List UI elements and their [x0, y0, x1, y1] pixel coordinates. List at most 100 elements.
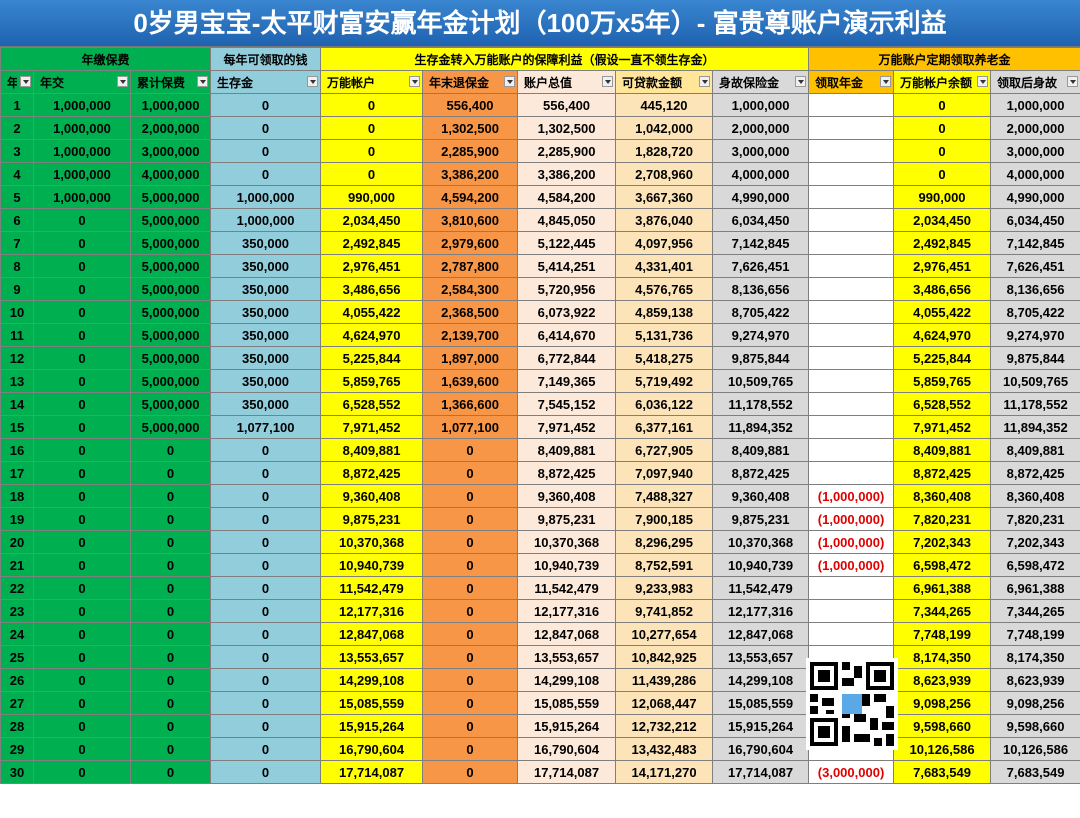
- column-header: 生存金: [210, 70, 322, 94]
- filter-button[interactable]: [795, 76, 807, 87]
- filter-button[interactable]: [409, 76, 421, 87]
- cell: 1,000,000: [33, 116, 131, 140]
- cell: 2,979,600: [422, 231, 519, 255]
- cell: 2,787,800: [422, 254, 519, 278]
- column-header: 万能帐户: [320, 70, 424, 94]
- data-row: 17 0 0 0 8,872,425 0 8,872,425 7,097,940 8,872,4…: [0, 461, 1080, 485]
- cell: 0: [422, 599, 519, 623]
- cell: 0: [210, 714, 322, 738]
- cell: 9,875,231: [712, 507, 810, 531]
- cell: 4,055,422: [893, 300, 992, 324]
- cell: 8,136,656: [712, 277, 810, 301]
- filter-button[interactable]: [307, 76, 319, 87]
- cell: 15,915,264: [712, 714, 810, 738]
- cell: 0: [210, 645, 322, 669]
- cell: 2,976,451: [320, 254, 424, 278]
- cell: 0: [33, 461, 131, 485]
- cell: 4,576,765: [615, 277, 714, 301]
- cell: 2,034,450: [893, 208, 992, 232]
- cell: 0: [129, 668, 212, 692]
- cell: 12,847,068: [517, 622, 617, 646]
- cell: 2,492,845: [320, 231, 424, 255]
- cell: 3,486,656: [320, 277, 424, 301]
- cell: [808, 208, 895, 232]
- cell: 1,366,600: [422, 392, 519, 416]
- cell: 10,940,739: [517, 553, 617, 577]
- cell: 0: [33, 576, 131, 600]
- data-row: 12 0 5,000,000 350,000 5,225,844 1,897,000 6,7…: [0, 346, 1080, 370]
- cell: 8,872,425: [320, 461, 424, 485]
- cell: 4,000,000: [129, 162, 212, 186]
- cell: 6,598,472: [990, 553, 1080, 577]
- cell: 0: [33, 300, 131, 324]
- filter-button[interactable]: [699, 76, 711, 87]
- data-row: 20 0 0 0 10,370,368 0 10,370,368 8,296,295 10,37…: [0, 530, 1080, 554]
- cell: 14,299,108: [320, 668, 424, 692]
- group-header: 万能账户定期领取养老金: [808, 47, 1080, 71]
- filter-button[interactable]: [504, 76, 516, 87]
- column-header: 身故保险金: [712, 70, 810, 94]
- cell: 9,875,844: [712, 346, 810, 370]
- cell: 1,000,000: [210, 185, 322, 209]
- column-header: 年交: [33, 70, 131, 94]
- group-header-row: 年缴保费 每年可领取的钱 生存金转入万能账户的保障利益（假设一直不领生存金） 万能账户…: [0, 47, 1080, 71]
- cell: 2,368,500: [422, 300, 519, 324]
- cell: 5,418,275: [615, 346, 714, 370]
- cell: 10,509,765: [712, 369, 810, 393]
- filter-button[interactable]: [1067, 76, 1079, 87]
- cell: 1,000,000: [33, 139, 131, 163]
- filter-button[interactable]: [880, 76, 892, 87]
- cell: [808, 254, 895, 278]
- cell: 0: [33, 622, 131, 646]
- cell: 0: [893, 162, 992, 186]
- cell: 6,414,670: [517, 323, 617, 347]
- filter-button[interactable]: [602, 76, 614, 87]
- cell: 0: [33, 553, 131, 577]
- sheet-title: 0岁男宝宝-太平财富安赢年金计划（100万x5年）- 富贵尊账户演示利益: [0, 0, 1080, 47]
- filter-button[interactable]: [197, 76, 209, 87]
- cell: 6,377,161: [615, 415, 714, 439]
- cell: 0: [422, 645, 519, 669]
- cell: 1,000,000: [210, 208, 322, 232]
- filter-button[interactable]: [977, 76, 989, 87]
- cell: 5,414,251: [517, 254, 617, 278]
- cell: 6: [0, 208, 34, 232]
- cell: 0: [129, 576, 212, 600]
- cell: 0: [33, 254, 131, 278]
- data-row: 11 0 5,000,000 350,000 4,624,970 2,139,700 6,4…: [0, 323, 1080, 347]
- cell: 0: [129, 622, 212, 646]
- cell: [808, 93, 895, 117]
- data-row: 25 0 0 0 13,553,657 0 13,553,657 10,842,925 13,5…: [0, 645, 1080, 669]
- cell: 0: [33, 208, 131, 232]
- cell: 15,085,559: [712, 691, 810, 715]
- cell: [808, 461, 895, 485]
- cell: 2,034,450: [320, 208, 424, 232]
- cell: 0: [893, 93, 992, 117]
- cell: [808, 231, 895, 255]
- cell: 350,000: [210, 277, 322, 301]
- filter-button[interactable]: [117, 76, 128, 87]
- cell: 9,741,852: [615, 599, 714, 623]
- cell: 19: [0, 507, 34, 531]
- cell: 6,034,450: [990, 208, 1080, 232]
- cell: 8,872,425: [990, 461, 1080, 485]
- cell: 9,274,970: [990, 323, 1080, 347]
- cell: 2,000,000: [990, 116, 1080, 140]
- cell: 2,584,300: [422, 277, 519, 301]
- cell: 556,400: [422, 93, 519, 117]
- cell: 7,748,199: [893, 622, 992, 646]
- cell: 17,714,087: [712, 760, 810, 784]
- cell: 22: [0, 576, 34, 600]
- cell: 16,790,604: [320, 737, 424, 761]
- cell: 10,509,765: [990, 369, 1080, 393]
- cell: 10,842,925: [615, 645, 714, 669]
- cell: 5,000,000: [129, 208, 212, 232]
- filter-button[interactable]: [20, 76, 31, 87]
- cell: 9,875,231: [320, 507, 424, 531]
- cell: 1,077,100: [210, 415, 322, 439]
- cell: 2,139,700: [422, 323, 519, 347]
- cell: 1,000,000: [129, 93, 212, 117]
- cell: 0: [422, 714, 519, 738]
- cell: 8,705,422: [712, 300, 810, 324]
- cell: 7,142,845: [990, 231, 1080, 255]
